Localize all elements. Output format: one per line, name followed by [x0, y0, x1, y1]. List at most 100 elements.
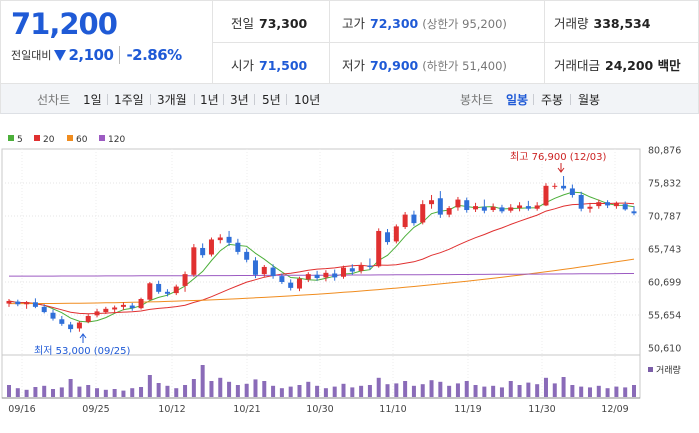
candle	[244, 248, 250, 263]
candle-body	[112, 307, 118, 310]
legend-swatch-ma20	[34, 135, 40, 141]
candle	[191, 244, 197, 277]
candle-weekly[interactable]: 주봉	[541, 93, 564, 107]
candle	[464, 197, 470, 213]
candle-body	[543, 185, 549, 206]
volume-bar	[112, 389, 117, 397]
x-tick-label: 10/30	[306, 404, 333, 415]
price-plot-frame	[1, 148, 641, 356]
period-5y[interactable]: 5년	[262, 93, 281, 107]
down-triangle-icon	[54, 49, 67, 61]
volume-bar	[420, 384, 425, 397]
candle-daily[interactable]: 일봉	[506, 93, 529, 107]
candle-body	[208, 239, 214, 255]
change-value: 2,100	[68, 46, 114, 64]
period-1d[interactable]: 1일	[83, 93, 102, 107]
candle-body	[252, 260, 258, 275]
volume-label: 거래량	[656, 364, 681, 376]
volume-bar	[165, 385, 170, 397]
legend-label-ma5: 5	[17, 135, 23, 145]
volume-bar	[447, 385, 452, 397]
candle-body	[147, 283, 153, 300]
volume-bar	[367, 385, 372, 397]
y-tick-label: 50,610	[648, 344, 681, 355]
candle-body	[103, 308, 109, 313]
candle	[103, 306, 109, 315]
candle-body	[305, 274, 311, 280]
price-box: 71,200 전일대비 2,100 -2.86%	[1, 1, 213, 85]
candle-monthly[interactable]: 월봉	[578, 93, 601, 107]
volume-bar	[429, 380, 434, 397]
period-10y[interactable]: 10년	[294, 93, 321, 107]
volume-bar	[209, 381, 214, 397]
candle	[147, 281, 153, 301]
candle	[517, 202, 523, 212]
volume-bars	[7, 365, 636, 397]
candle	[279, 273, 285, 284]
candle	[217, 234, 223, 244]
volume-bar	[376, 377, 381, 397]
volume-bar	[623, 387, 628, 397]
stat-volume: 거래량 338,534	[554, 13, 650, 32]
candle-body	[596, 202, 602, 207]
stat-label: 거래대금	[554, 58, 601, 73]
candle-body	[41, 306, 47, 313]
candle-body	[552, 185, 558, 187]
volume-bar	[535, 384, 540, 397]
legend-swatch-ma120	[99, 135, 105, 141]
candle	[156, 280, 162, 294]
volume-bar	[315, 385, 320, 397]
stock-chart: 5 20 60 120 80,876 75,832 70,787 65,743 60,6…	[0, 115, 699, 433]
volume-bar	[51, 389, 56, 397]
toolbar-separator	[570, 94, 571, 105]
period-1y[interactable]: 1년	[200, 93, 219, 107]
candle	[561, 176, 567, 191]
chart-toolbar: 선차트 1일 1주일 3개월 1년 3년 5년 10년 봉차트 일봉 주봉 월봉	[0, 84, 699, 114]
candle	[208, 237, 214, 257]
volume-bar	[350, 387, 355, 397]
candle	[455, 196, 461, 211]
candle	[499, 204, 505, 214]
toolbar-separator	[223, 94, 224, 105]
candle-body	[446, 208, 452, 215]
candle	[138, 297, 144, 310]
candle	[164, 289, 170, 297]
candle	[587, 202, 593, 213]
stat-label: 시가	[231, 58, 255, 73]
volume-bar	[121, 390, 126, 397]
period-3y[interactable]: 3년	[230, 93, 249, 107]
candle-body	[50, 312, 56, 319]
candle	[481, 199, 487, 214]
volume-bar	[253, 379, 258, 397]
candle	[349, 264, 355, 275]
volume-bar	[526, 382, 531, 397]
stock-chart-svg: 5 20 60 120 80,876 75,832 70,787 65,743 60,6…	[1, 135, 681, 415]
volume-bar	[491, 385, 496, 397]
x-tick-label: 09/16	[8, 404, 35, 415]
candle-body	[85, 316, 91, 322]
period-1w[interactable]: 1주일	[114, 93, 144, 107]
candle	[490, 203, 496, 212]
candle	[393, 224, 399, 244]
candle-body	[481, 206, 487, 211]
candle	[420, 200, 426, 225]
candle-body	[261, 266, 267, 275]
period-3m[interactable]: 3개월	[157, 93, 187, 107]
low-annotation-label: 최저 53,000 (09/25)	[34, 345, 130, 357]
stat-prev-close: 전일 73,300	[231, 13, 307, 32]
candle	[270, 264, 276, 279]
candle-body	[569, 188, 575, 195]
candle	[6, 299, 12, 307]
legend-swatch-ma5	[8, 135, 14, 141]
candle-body	[534, 205, 540, 209]
stat-high: 고가 72,300 (상한가 95,200)	[342, 13, 507, 32]
toolbar-separator	[254, 94, 255, 105]
candle-body	[226, 236, 232, 243]
volume-bar	[306, 381, 311, 397]
volume-bar	[614, 386, 619, 397]
candle-body	[182, 274, 188, 286]
candle-body	[349, 268, 355, 272]
candle-body	[376, 230, 382, 267]
y-tick-label: 80,876	[648, 146, 681, 157]
candle-body	[217, 237, 223, 241]
